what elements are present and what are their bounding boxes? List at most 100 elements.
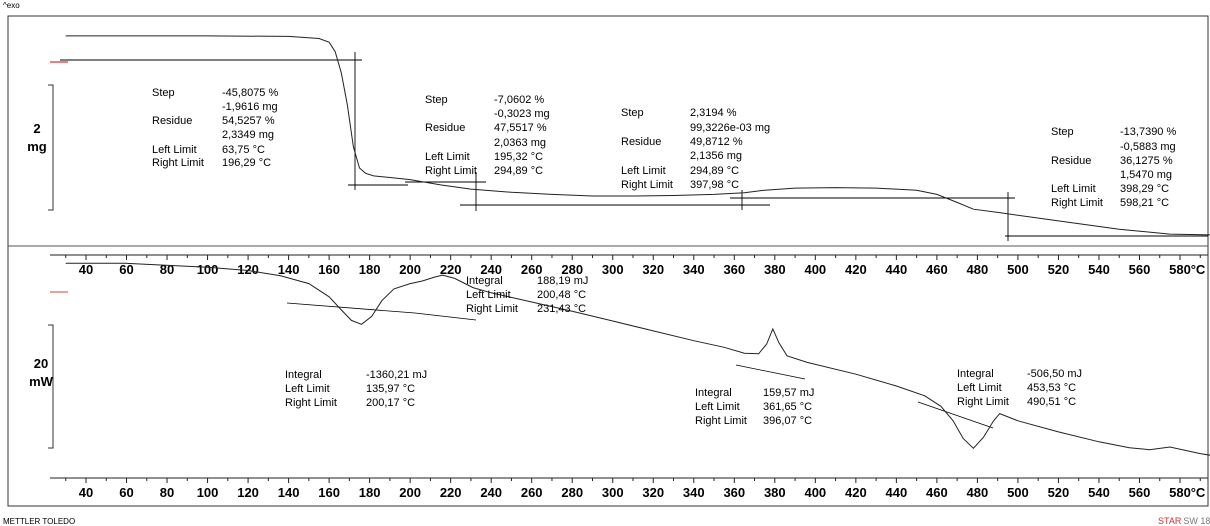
annotation-value: 47,5517 % [494, 122, 547, 134]
annotation-value: -506,50 mJ [1027, 368, 1082, 380]
x-tick-label: 400 [804, 262, 826, 277]
annotation-value: -1,9616 mg [222, 101, 278, 113]
annotation-value: -1360,21 mJ [366, 369, 427, 381]
annotation-value: 54,5257 % [222, 115, 275, 127]
annotation-label: Residue [152, 115, 192, 127]
annotation-value: 396,07 °C [763, 415, 812, 427]
x-tick-label: 220 [440, 485, 462, 500]
tga-step-annotation-2: Step Residue Left Limit Right Limit -7,0… [425, 94, 550, 177]
x-tick-label: 200 [399, 485, 421, 500]
annotation-label: Right Limit [285, 397, 337, 409]
tga-step-annotation-4: Step Residue Left Limit Right Limit -13,… [1051, 126, 1176, 209]
x-tick-label: 460 [926, 262, 948, 277]
tga-step-annotation-3: Step Residue Left Limit Right Limit 2,31… [621, 107, 770, 191]
x-tick-label: 140 [278, 262, 300, 277]
annotation-value: 200,48 °C [537, 289, 586, 301]
x-tick-label: 40 [79, 262, 93, 277]
annotation-value: 63,75 °C [222, 144, 265, 156]
x-tick-label: 300 [602, 485, 624, 500]
dsc-curve [66, 263, 1210, 457]
tga-step-annotation-1: Step Residue Left Limit Right Limit -45,… [152, 87, 278, 169]
x-tick-label: 360 [723, 485, 745, 500]
x-tick-label: 540 [1088, 262, 1110, 277]
annotation-value: 490,51 °C [1027, 396, 1076, 408]
annotation-value: -0,5883 mg [1120, 141, 1176, 153]
x-tick-label: 240 [480, 485, 502, 500]
tga-x-axis: 40 60 80 100 120 140 160 180 200 220 240 260 280 300 3… [50, 255, 1208, 277]
x-tick-label: 400 [804, 485, 826, 500]
x-tick-label: 340 [683, 262, 705, 277]
x-tick-label: 280 [561, 485, 583, 500]
annotation-value: 200,17 °C [366, 397, 415, 409]
dsc-integral-annotation-2: Integral Left Limit Right Limit -1360,21… [285, 369, 427, 409]
annotation-value: 36,1275 % [1120, 155, 1173, 167]
annotation-value: 135,97 °C [366, 383, 415, 395]
x-tick-label: 200 [399, 262, 421, 277]
star-text: STAR [1158, 516, 1182, 526]
dsc-scale-bracket: 20 mW [29, 325, 54, 448]
x-tick-label: 140 [278, 485, 300, 500]
annotation-label: Left Limit [1051, 183, 1096, 195]
annotation-value: 231,43 °C [537, 303, 586, 315]
x-tick-label: 500 [1007, 262, 1029, 277]
annotation-label: Left Limit [466, 289, 511, 301]
annotation-label: Right Limit [957, 396, 1009, 408]
x-tick-label: 120 [237, 485, 259, 500]
x-unit-label: °C [1191, 485, 1206, 500]
x-tick-label: 500 [1007, 485, 1029, 500]
x-tick-label: 460 [926, 485, 948, 500]
annotation-value: 453,53 °C [1027, 382, 1076, 394]
brand-label: METTLER TOLEDO [3, 517, 75, 526]
x-tick-label: 60 [119, 485, 133, 500]
annotation-label: Step [1051, 126, 1074, 138]
x-tick-label: 420 [845, 485, 867, 500]
tga-scale-bracket: 2 mg [27, 85, 53, 210]
annotation-label: Left Limit [425, 151, 470, 163]
dsc-integral-annotation-3: Integral Left Limit Right Limit 159,57 m… [695, 387, 814, 427]
x-tick-label: 480 [967, 485, 989, 500]
annotation-value: 294,89 °C [690, 165, 739, 177]
dsc-integral-annotation-4: Integral Left Limit Right Limit -506,50 … [957, 368, 1082, 408]
annotation-label: Integral [957, 368, 994, 380]
annotation-label: Step [425, 94, 448, 106]
x-tick-label: 420 [845, 262, 867, 277]
annotation-label: Integral [695, 387, 732, 399]
x-unit-label: °C [1191, 262, 1206, 277]
annotation-label: Left Limit [621, 165, 666, 177]
x-tick-label: 440 [886, 485, 908, 500]
dsc-scale-value: 20 [34, 356, 48, 371]
annotation-label: Residue [621, 136, 661, 148]
dsc-integral-annotation-1: Integral Left Limit Right Limit 188,19 m… [466, 275, 588, 315]
annotation-value: 159,57 mJ [763, 387, 814, 399]
annotation-label: Integral [466, 275, 503, 287]
x-tick-label: 540 [1088, 485, 1110, 500]
annotation-value: -45,8075 % [222, 87, 278, 99]
annotation-label: Left Limit [695, 401, 740, 413]
annotation-label: Right Limit [466, 303, 518, 315]
annotation-value: 1,5470 mg [1120, 169, 1172, 181]
exo-label: ^exo [3, 1, 20, 10]
x-tick-label: 580 [1169, 262, 1191, 277]
dsc-scale-unit: mW [29, 374, 54, 389]
annotation-value: 294,89 °C [494, 165, 543, 177]
annotation-value: 49,8712 % [690, 136, 743, 148]
x-tick-label: 380 [764, 262, 786, 277]
annotation-value: 398,29 °C [1120, 183, 1169, 195]
x-tick-label: 320 [642, 485, 664, 500]
annotation-value: 2,1356 mg [690, 150, 742, 162]
x-tick-label: 340 [683, 485, 705, 500]
x-tick-label: 380 [764, 485, 786, 500]
annotation-label: Left Limit [957, 382, 1002, 394]
annotation-label: Left Limit [152, 144, 197, 156]
tga-scale-value: 2 [33, 121, 40, 136]
x-tick-label: 80 [160, 485, 174, 500]
annotation-label: Left Limit [285, 383, 330, 395]
annotation-label: Step [152, 87, 175, 99]
x-tick-label: 580 [1169, 485, 1191, 500]
annotation-value: 188,19 mJ [537, 275, 588, 287]
x-tick-label: 520 [1048, 485, 1070, 500]
x-tick-label: 100 [197, 485, 219, 500]
x-tick-label: 360 [723, 262, 745, 277]
x-tick-label: 560 [1129, 262, 1151, 277]
